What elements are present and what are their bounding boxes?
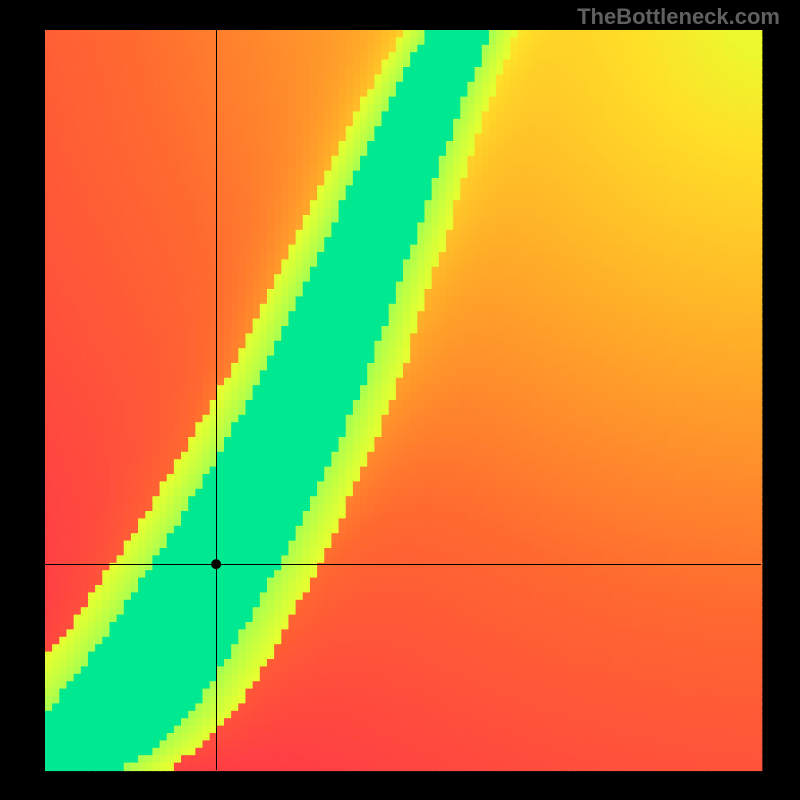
- bottleneck-heatmap: [0, 0, 800, 800]
- watermark-text: TheBottleneck.com: [577, 4, 780, 30]
